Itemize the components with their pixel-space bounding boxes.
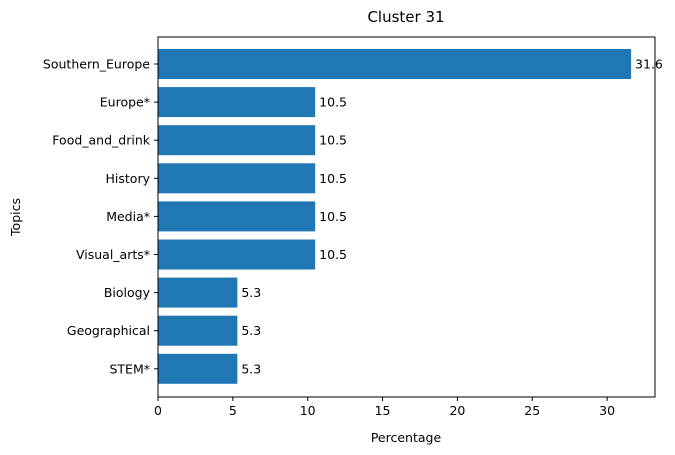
x-tick-label-2: 10 (300, 403, 316, 418)
bar-3 (158, 163, 316, 194)
chart-title: Cluster 31 (367, 8, 444, 26)
x-tick-label-5: 25 (524, 403, 540, 418)
data-label-6: 5.3 (241, 285, 261, 300)
bar-8 (158, 353, 238, 384)
bar-0 (158, 49, 632, 79)
data-label-5: 10.5 (319, 247, 347, 262)
y-tick-label-7: Geographical (67, 323, 150, 338)
plot-frame (157, 36, 656, 398)
data-label-7: 5.3 (241, 323, 261, 338)
bar-7 (158, 315, 238, 346)
bar-4 (158, 201, 316, 232)
x-tick-label-4: 20 (449, 403, 465, 418)
y-tick-label-3: History (106, 171, 151, 186)
y-tick-label-4: Media* (106, 209, 150, 224)
bar-6 (158, 277, 238, 308)
bar-5 (158, 239, 316, 270)
y-tick-label-0: Southern_Europe (43, 57, 150, 72)
y-tick-label-1: Europe* (100, 95, 150, 110)
ticks-layer: Southern_Europe Europe* Food_and_drink Hist… (43, 57, 615, 419)
x-axis-label: Percentage (371, 430, 442, 445)
x-tick-label-1: 5 (229, 403, 237, 418)
bar-2 (158, 125, 316, 156)
y-tick-label-6: Biology (104, 285, 151, 300)
y-tick-label-2: Food_and_drink (52, 133, 150, 148)
x-tick-label-0: 0 (154, 403, 162, 418)
data-label-3: 10.5 (319, 171, 347, 186)
data-label-2: 10.5 (319, 133, 347, 148)
y-axis-label: Topics (8, 198, 23, 237)
x-tick-label-6: 30 (599, 403, 615, 418)
data-label-8: 5.3 (241, 361, 261, 376)
x-tick-label-3: 15 (375, 403, 391, 418)
data-label-1: 10.5 (319, 95, 347, 110)
data-label-0: 31.6 (635, 57, 663, 72)
y-tick-label-5: Visual_arts* (76, 247, 150, 262)
bars-layer: 31.6 10.5 10.5 10.5 10.5 10.5 5.3 5.3 5.3 (158, 49, 663, 384)
data-label-4: 10.5 (319, 209, 347, 224)
y-tick-label-8: STEM* (109, 361, 150, 376)
bar-1 (158, 87, 316, 118)
